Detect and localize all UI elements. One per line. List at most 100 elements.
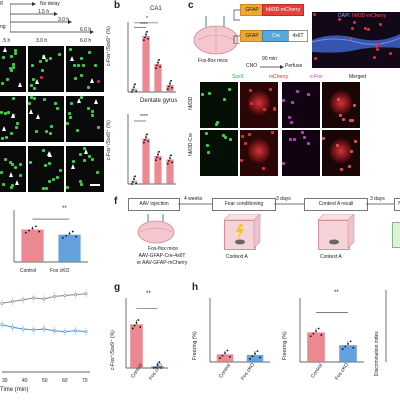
arrowhead-marker [71,164,75,169]
line-point [11,299,15,303]
cell-marker [82,64,85,67]
data-point [168,85,170,88]
f-mouse-line-3: or AAV-GFAP-mCherry [136,260,188,266]
data-point [352,346,355,349]
data-point [71,230,74,233]
micrograph-tile [200,82,238,128]
arrowhead-marker [11,113,15,118]
line-point [42,297,46,301]
micrograph-tile [66,146,104,192]
line-point [63,330,67,334]
data-point [154,366,157,369]
cell-marker [30,84,33,87]
cell-marker [206,144,209,147]
e-bar-chart [13,210,88,263]
arrowhead-marker [90,78,94,83]
cell-marker [80,57,83,60]
h1-ylabel: Freezing (%) [192,331,198,360]
data-point [159,65,162,68]
cell-marker [87,107,90,110]
data-point [139,326,142,328]
cell-marker [76,129,79,132]
significance-mark: **** [140,22,148,28]
cell-marker [5,136,8,139]
col-title-3: 6.0 h [80,38,92,44]
data-point [160,367,163,369]
data-point [144,139,146,141]
cell-marker [12,97,15,100]
cell-marker [77,64,80,67]
cell-marker [293,138,296,141]
mcherry-cell [379,23,382,26]
cell-marker [44,164,47,167]
construct1-gene: hM3D-mCherry [262,4,304,16]
cell-marker [322,137,325,140]
mcherry-cell [389,52,392,55]
timeline-6h: 6.0 h [80,27,92,33]
bar-3 [154,156,162,184]
data-point [34,225,37,228]
astrocyte-signal [330,138,352,164]
cell-marker [4,158,7,161]
c-col-mcherry: mCherry [269,74,289,80]
data-point [347,343,349,345]
c-col-sox9: Sox9 [232,74,244,80]
bar-4 [166,85,174,92]
bar-1 [130,88,138,92]
micrograph-tile [282,82,320,128]
b-top-ylabel: c-Fos⁺/Sox9⁺ (%) [106,26,112,66]
cell-marker [282,99,285,102]
cell-marker [14,49,17,52]
cell-marker [216,121,219,124]
line-point [52,329,56,333]
construct-brackets [233,9,240,44]
cell-marker [215,123,218,126]
cell-marker [48,180,51,183]
cell-marker [70,102,73,105]
bar-2 [58,234,81,262]
panel-label-h: h [192,282,199,293]
data-point [133,86,135,88]
data-point [147,37,150,40]
cfos-marker [40,76,43,79]
construct2-promoter: GFAP [240,30,264,42]
micrograph-tile [0,46,26,92]
data-point [28,229,31,232]
cell-marker [296,90,299,93]
cell-marker [41,69,44,72]
data-point [221,354,224,357]
arrowhead-marker [15,180,19,185]
arrowhead-marker [29,109,33,114]
cell-marker [2,183,5,186]
data-point [226,349,229,352]
cell-marker [201,93,204,96]
cell-marker [307,142,310,145]
bar-2 [246,354,264,362]
data-point [130,183,133,185]
micrograph-tile [200,130,238,176]
mcherry-cell [314,57,317,60]
data-point [256,350,259,353]
cell-marker [30,96,33,99]
arrowhead-marker [42,54,46,59]
cell-marker [48,162,51,165]
data-point [170,154,172,157]
data-point [142,39,145,42]
g-sig: ** [146,291,151,297]
data-point [168,160,170,162]
f-step-aav: AAV injection [128,198,180,211]
data-point [135,90,138,93]
cell-marker [79,180,82,183]
arrowhead-marker [70,56,74,61]
protocol-cno: CNO [246,63,258,69]
panel-label-g: g [114,282,121,293]
cell-marker [342,118,345,121]
bar-4 [166,159,174,184]
cell-marker [301,131,304,134]
data-point [156,363,159,366]
bar-1 [307,332,325,362]
cell-marker [96,171,99,174]
cell-marker [240,159,243,162]
data-point [312,332,315,335]
scale-bar [388,172,396,174]
